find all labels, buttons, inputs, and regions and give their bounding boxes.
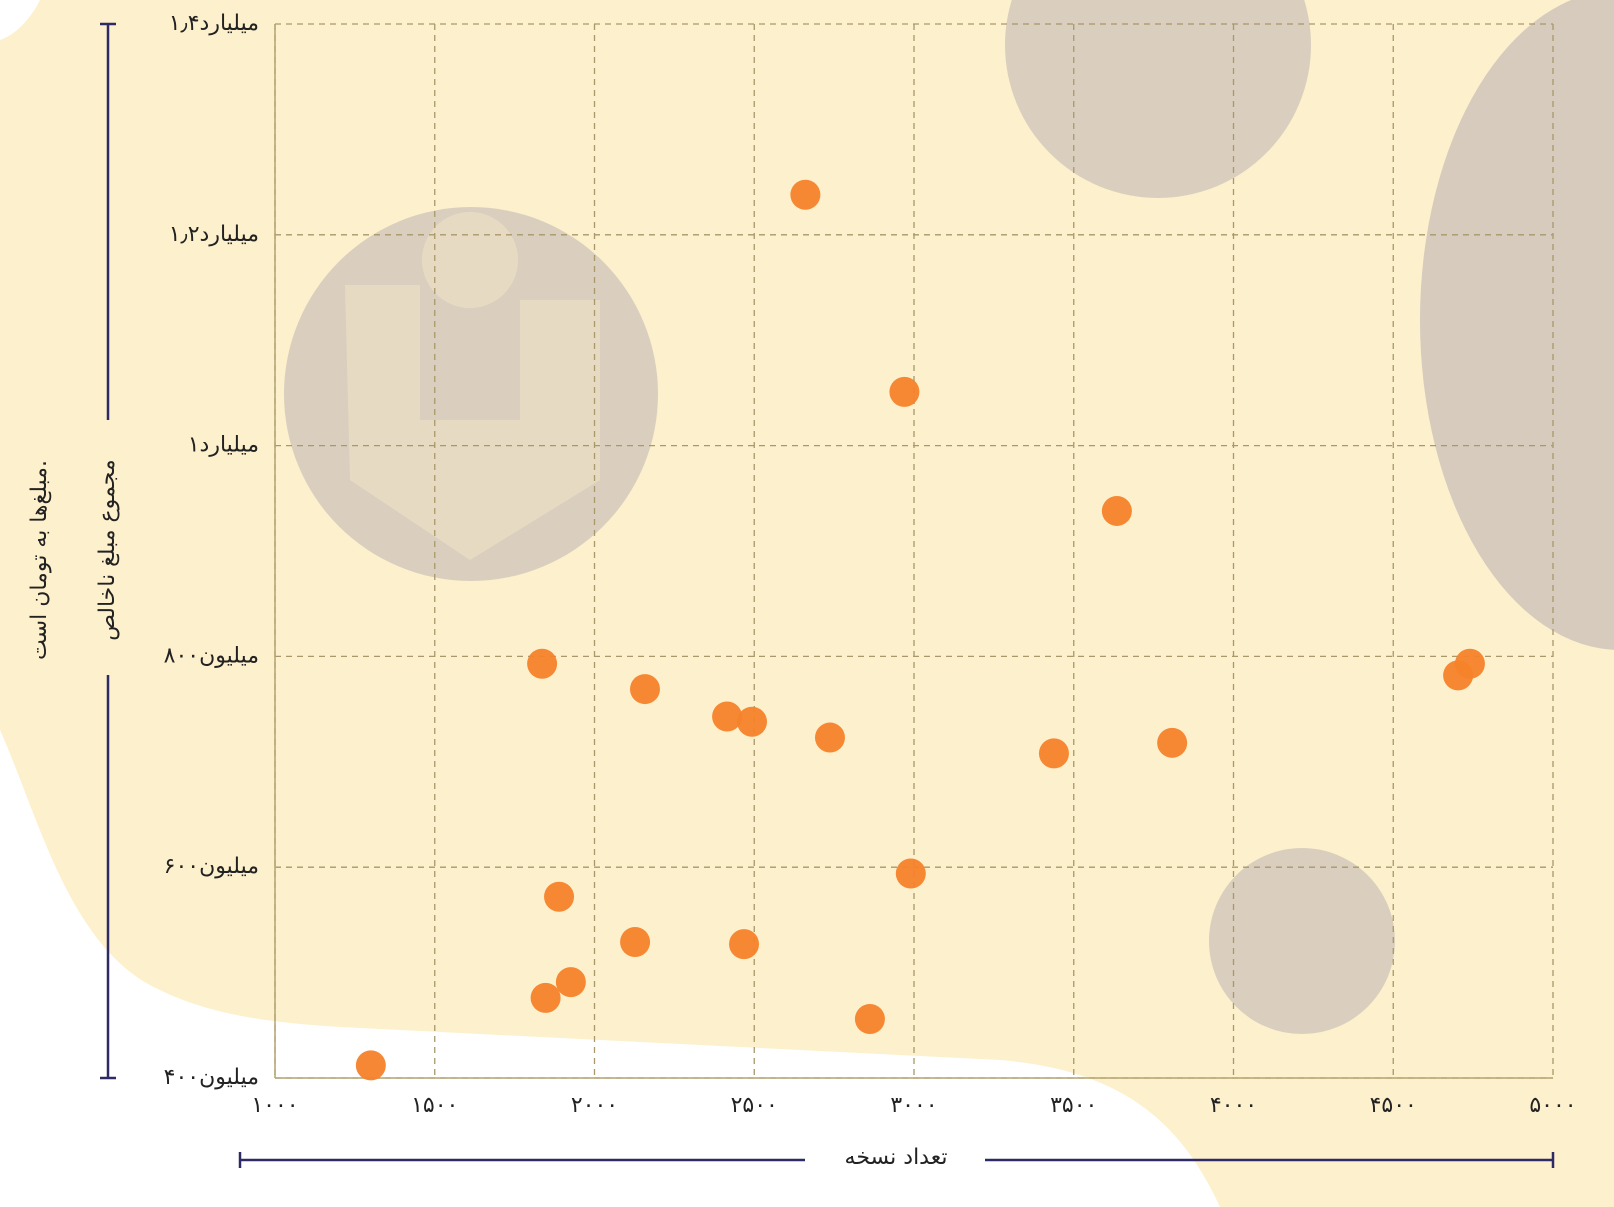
x-tick-label: ۵۰۰۰ xyxy=(1529,1093,1576,1118)
point xyxy=(814,722,845,753)
y-tick-label: ۸۰۰میلیون xyxy=(164,643,259,668)
y-tick-label: ۶۰۰میلیون xyxy=(164,854,259,879)
x-tick-label: ۳۵۰۰ xyxy=(1050,1093,1097,1118)
point xyxy=(712,701,743,732)
x-tick-label: ۱۰۰۰ xyxy=(251,1093,298,1118)
note: مبلغ‌ها به تومان است. xyxy=(27,460,52,660)
point xyxy=(737,706,768,737)
y-tick-label: ۴۰۰میلیون xyxy=(164,1065,259,1090)
point xyxy=(555,967,586,998)
point xyxy=(1038,738,1069,769)
x-tick-label: ۴۰۰۰ xyxy=(1210,1093,1257,1118)
point xyxy=(1101,495,1132,526)
point xyxy=(355,1050,386,1081)
x-tick-label: ۳۰۰۰ xyxy=(890,1093,937,1118)
point xyxy=(530,982,561,1013)
x-tick-label: ۱۵۰۰ xyxy=(411,1093,458,1118)
point xyxy=(544,881,575,912)
plot: ۴۰۰میلیون ۶۰۰میلیون ۸۰۰میلیون ۱میلیارد ۱٫۲می… xyxy=(164,11,1577,1118)
y-tick-label: ۱٫۲میلیارد xyxy=(169,222,259,247)
title-gap xyxy=(805,1145,985,1175)
x-tick-label: ۲۵۰۰ xyxy=(731,1093,778,1118)
point xyxy=(790,179,821,210)
y-axis-title: مجموع مبلغ ناخالص xyxy=(95,459,120,640)
title-gap xyxy=(96,420,120,675)
point xyxy=(1454,648,1485,679)
point xyxy=(895,858,926,889)
x-tick-label: ۴۵۰۰ xyxy=(1370,1093,1417,1118)
point xyxy=(527,648,558,679)
x-tick-label: ۲۰۰۰ xyxy=(571,1093,618,1118)
x-axis-title: تعداد نسخه xyxy=(845,1145,948,1170)
point xyxy=(620,927,651,958)
point xyxy=(1157,727,1188,758)
point xyxy=(889,376,920,407)
y-tick-label: ۱میلیارد xyxy=(188,433,259,458)
point xyxy=(629,674,660,705)
point xyxy=(854,1003,885,1034)
y-tick-label: ۱٫۴میلیارد xyxy=(169,11,259,36)
point xyxy=(729,929,760,960)
